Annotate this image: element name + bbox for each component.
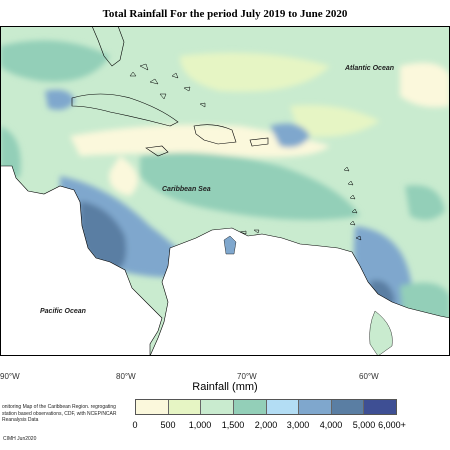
map-title: Total Rainfall For the period July 2019 …	[102, 8, 348, 20]
florida	[91, 26, 125, 67]
legend-swatch	[364, 400, 396, 414]
legend-tick: 3,000	[286, 420, 310, 430]
puerto-rico	[249, 137, 269, 147]
legend-swatch	[233, 400, 267, 414]
legend-tick: 1,000	[188, 420, 212, 430]
legend-tick: 2,000	[254, 420, 278, 430]
legend-swatch	[201, 400, 234, 414]
longitude-label-60w: 60°W	[359, 372, 379, 381]
cuba	[71, 93, 179, 127]
legend-tick: 1,500	[221, 420, 245, 430]
legend-tick: 4,000	[319, 420, 343, 430]
guiana-coast-land	[369, 310, 393, 356]
legend-swatch	[136, 400, 169, 414]
legend-title: Rainfall (mm)	[192, 381, 258, 393]
lake-maracaibo	[223, 235, 237, 255]
map-credit: CIMH Jun2020	[3, 436, 37, 442]
legend-tick-labels: 0 500 1,000 1,500 2,000 3,000 4,000 5,00…	[126, 420, 416, 432]
legend-tick: 5,000	[352, 420, 376, 430]
hispaniola	[193, 124, 237, 145]
longitude-label-70w: 70°W	[237, 372, 257, 381]
rainfall-map: Atlantic Ocean Caribbean Sea Pacific Oce…	[0, 26, 450, 356]
pacific-ocean-label: Pacific Ocean	[40, 308, 86, 315]
lesser-antilles	[239, 166, 362, 241]
bahamas-islands	[129, 63, 206, 108]
longitude-label-80w: 80°W	[116, 372, 136, 381]
caribbean-sea-label: Caribbean Sea	[162, 186, 211, 193]
legend-tick: 500	[160, 420, 176, 430]
legend-swatch	[331, 400, 365, 414]
longitude-label-90w: 90°W	[0, 372, 20, 381]
legend-swatch	[168, 400, 202, 414]
legend-swatch	[266, 400, 300, 414]
atlantic-ocean-label: Atlantic Ocean	[344, 65, 394, 72]
jamaica	[145, 145, 169, 157]
legend-tick: 0	[132, 420, 138, 430]
central-america-land	[0, 165, 163, 356]
color-legend	[135, 399, 397, 415]
map-description: onitoring Map of the Caribbean Region. r…	[2, 404, 117, 423]
legend-swatch	[299, 400, 332, 414]
legend-tick: 6,000+	[378, 420, 406, 430]
